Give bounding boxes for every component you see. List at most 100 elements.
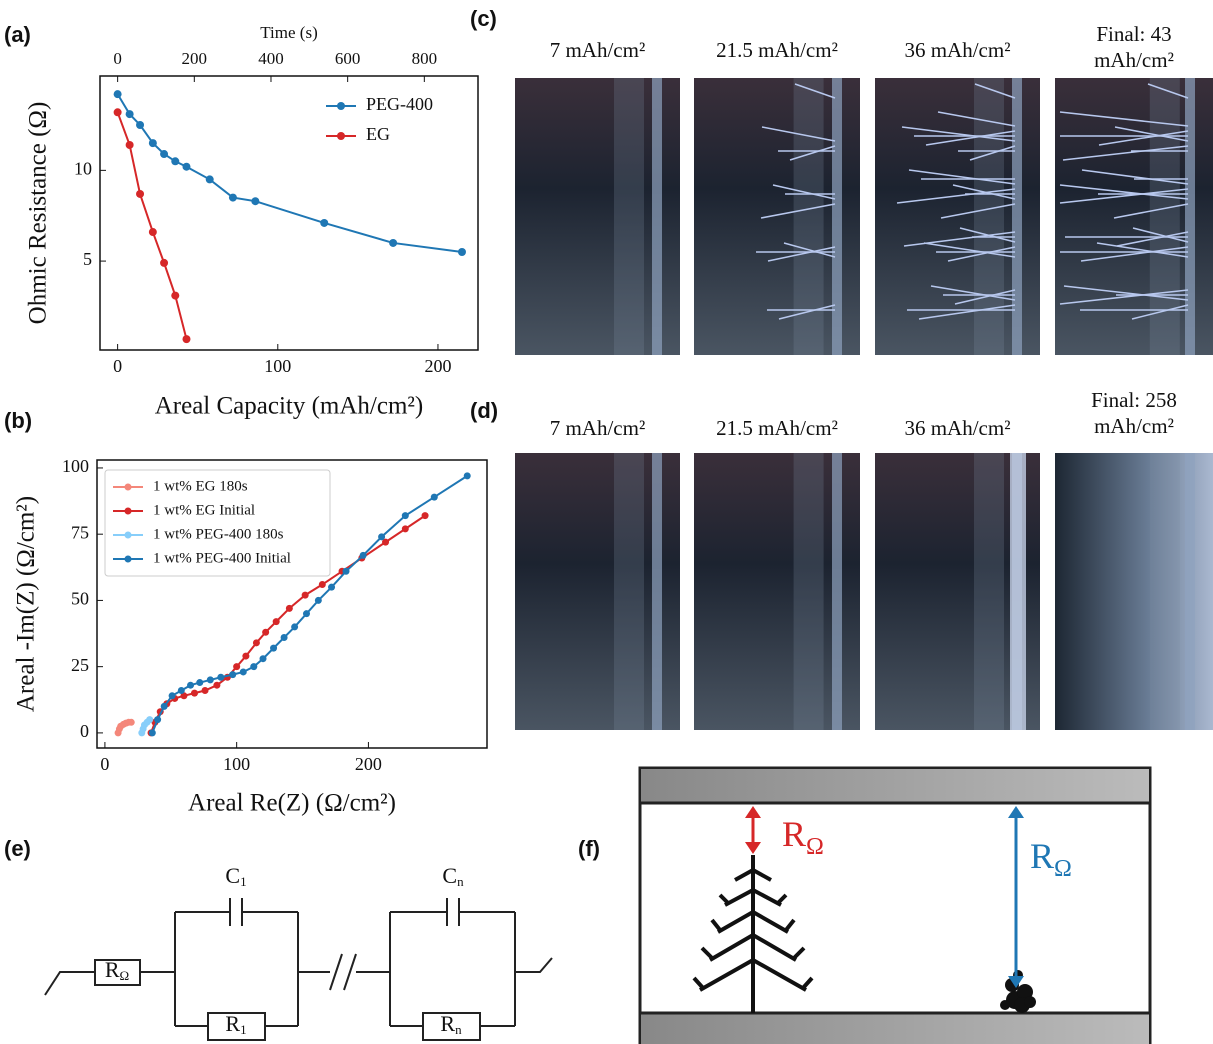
data-point	[113, 90, 122, 99]
subscript: Ω	[1054, 856, 1072, 882]
x2-axis-label: Time (s)	[260, 23, 317, 42]
electrode	[641, 1013, 1149, 1044]
legend-marker	[337, 132, 345, 140]
subscript: n	[455, 1022, 462, 1037]
data-point	[401, 525, 409, 533]
data-point	[314, 596, 322, 604]
data-point	[113, 108, 122, 117]
data-point	[146, 716, 154, 724]
dendrite-branch	[896, 188, 1016, 204]
y-tick-label: 5	[83, 249, 92, 269]
photo-caption: 21.5 mAh/cm²	[716, 38, 838, 62]
schematic: RΩ RΩ	[638, 766, 1152, 1044]
circuit-label: R1	[225, 1011, 246, 1037]
x-tick-label: 200	[424, 356, 451, 376]
y-tick-label: 75	[71, 522, 89, 542]
symbol: C	[225, 863, 240, 888]
legend-label: 1 wt% PEG-400 180s	[153, 526, 284, 542]
dendrite-branch	[1059, 184, 1189, 200]
panel-label: (f)	[578, 836, 600, 861]
subscript: Ω	[120, 968, 130, 983]
circuit-label: C1	[225, 863, 246, 889]
panel-label: (c)	[470, 6, 497, 31]
legend-label: 1 wt% EG Initial	[153, 502, 255, 518]
dendrite-branch	[1059, 289, 1189, 305]
capacitor	[229, 898, 460, 926]
photo-caption: 36 mAh/cm²	[904, 416, 1010, 440]
x2-tick-label: 600	[335, 49, 361, 68]
dendrite-branch	[1113, 203, 1189, 219]
electrode-stripe	[652, 78, 662, 355]
series-line	[116, 93, 463, 254]
dendrite-branch	[908, 169, 1016, 185]
data-point	[182, 335, 191, 344]
electrode-stripe	[1012, 78, 1022, 355]
break-mark	[329, 953, 357, 991]
data-point	[148, 729, 156, 737]
dendrite-branch	[940, 203, 1016, 219]
y-tick-label: 100	[62, 456, 89, 476]
dendrite-branch	[937, 111, 1016, 127]
dendrite-branch	[783, 242, 836, 258]
data-point	[389, 238, 398, 247]
x-tick-label: 100	[223, 754, 250, 774]
data-point	[180, 692, 188, 700]
symbol: R	[225, 1011, 240, 1036]
x-tick-label: 0	[113, 356, 122, 376]
data-point	[148, 228, 157, 237]
arrowhead	[745, 806, 761, 854]
legend-label: PEG-400	[366, 94, 433, 114]
data-point	[217, 673, 225, 681]
subscript: 1	[240, 874, 247, 889]
glass-edge	[1149, 453, 1180, 730]
data-point	[302, 610, 310, 618]
panel-label: (d)	[470, 398, 498, 423]
schematic-label: RΩ	[1030, 836, 1072, 881]
y-tick-label: 25	[71, 655, 89, 675]
dendrite-branch	[1063, 285, 1189, 301]
x2-tick-label: 200	[182, 49, 208, 68]
data-point	[171, 291, 180, 300]
x-axis-label: Areal Capacity (mAh/cm²)	[155, 393, 424, 420]
glass-edge	[793, 78, 824, 355]
data-point	[421, 512, 429, 520]
data-point	[160, 258, 169, 267]
panel-labels: (a) (b) (c) (d) (e) (f)	[4, 6, 600, 861]
dendrite-branch	[947, 246, 1016, 262]
data-point	[430, 493, 438, 501]
data-point	[280, 634, 288, 642]
symbol: R	[440, 1011, 455, 1036]
dendrite	[692, 855, 814, 1013]
data-point	[285, 604, 293, 612]
legend-marker	[124, 531, 132, 539]
dendrite-branch	[969, 145, 1016, 161]
dendrite-branch	[1098, 130, 1189, 146]
dendrite-branch	[1080, 246, 1189, 262]
dendrite-branch	[767, 246, 836, 262]
photo-caption: mAh/cm²	[1094, 48, 1174, 72]
electrode-stripe	[1185, 453, 1195, 730]
dendrite-branch	[1096, 242, 1189, 258]
photo	[1055, 78, 1213, 355]
dendrite-branch	[778, 304, 836, 320]
dendrite-branch	[1114, 126, 1189, 142]
dendrite-branch	[923, 242, 1016, 258]
x2-tick-label: 0	[113, 49, 122, 68]
data-point	[228, 193, 237, 202]
data-point	[382, 538, 390, 546]
y-tick-label: 10	[74, 158, 92, 178]
electrode-stripe	[1185, 78, 1195, 355]
glass-edge	[974, 453, 1004, 730]
glass-edge	[614, 78, 644, 355]
subscript: n	[457, 874, 464, 889]
photo-caption: Final: 258	[1091, 388, 1177, 412]
data-point	[206, 676, 214, 684]
data-point	[320, 218, 329, 227]
data-point	[291, 623, 299, 631]
data-point	[378, 533, 386, 541]
dendrite-branch	[1081, 169, 1189, 185]
data-point	[229, 671, 237, 679]
data-point	[136, 120, 145, 129]
